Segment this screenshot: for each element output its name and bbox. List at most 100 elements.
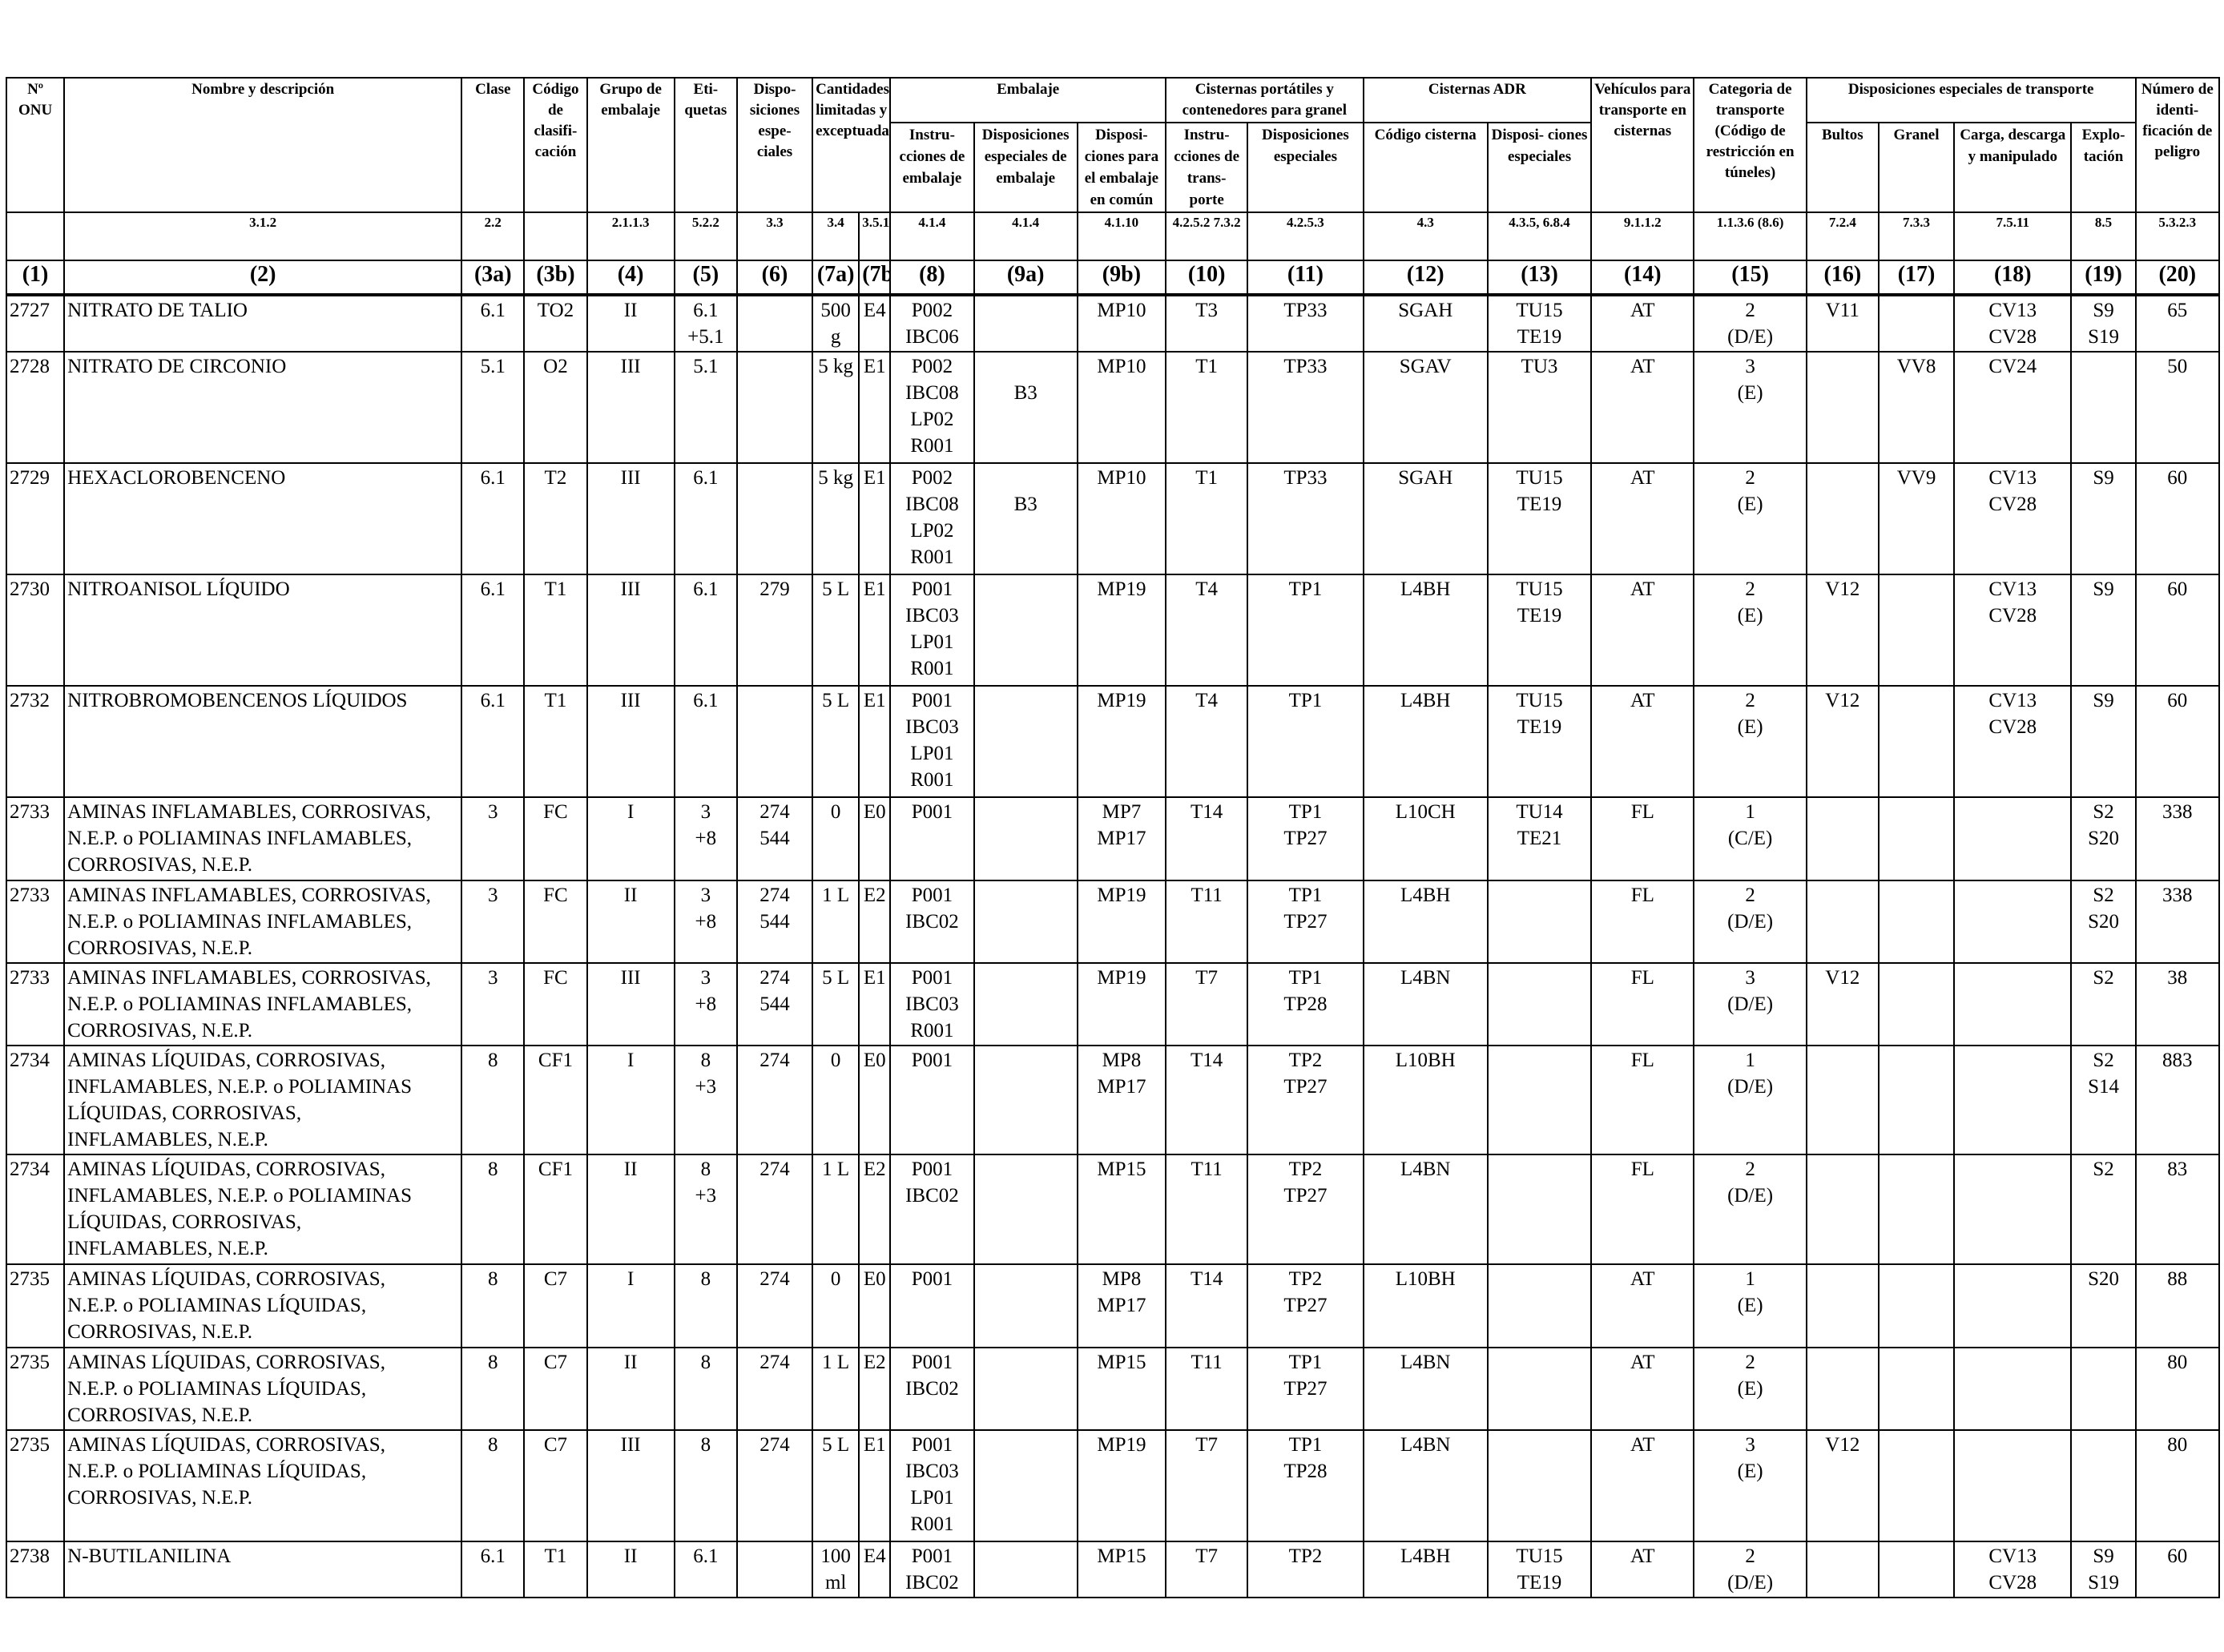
table-cell xyxy=(735,351,814,464)
table-cell: 279 xyxy=(735,574,814,687)
header-portable-tanks: Cisternas portátiles y contenedores para… xyxy=(1165,77,1364,123)
table-cell: 2 (D/E) xyxy=(1693,1154,1807,1265)
table-cell: C7 xyxy=(523,1347,588,1431)
table-row: 2733 AMINAS INFLAMABLES, CORROSIVAS, N.E.P… xyxy=(5,962,2221,1046)
table-cell: S2 S20 xyxy=(2070,796,2137,881)
column-number-cell: (2) xyxy=(63,260,463,296)
table-cell: 1 L xyxy=(812,1154,860,1265)
table-cell: 5 kg xyxy=(812,351,860,464)
substance-name-cell: AMINAS LÍQUIDAS, CORROSIVAS, INFLAMABLES,… xyxy=(63,1045,463,1155)
table-cell: SGAH xyxy=(1362,462,1489,575)
table-row: 2733 AMINAS INFLAMABLES, CORROSIVAS, N.E.P… xyxy=(5,880,2221,964)
table-cell xyxy=(973,1045,1078,1155)
table-cell xyxy=(1805,796,1880,881)
header-vehicles: Vehículos para transporte en cisternas xyxy=(1590,77,1695,213)
table-cell xyxy=(1486,880,1593,964)
table-cell: P001 xyxy=(889,1045,975,1155)
table-cell: CV13 CV28 xyxy=(1953,1541,2073,1598)
column-number-cell: (15) xyxy=(1693,260,1807,296)
table-cell: L10BH xyxy=(1362,1045,1489,1155)
table-cell xyxy=(1953,1429,2073,1542)
table-cell: TP1 TP28 xyxy=(1247,1429,1364,1542)
table-cell: E0 xyxy=(858,1263,892,1348)
substance-name-cell: AMINAS INFLAMABLES, CORROSIVAS, N.E.P. o … xyxy=(63,962,463,1046)
substance-name-cell: NITRATO DE TALIO xyxy=(63,294,463,353)
column-number-cell: (8) xyxy=(889,260,975,296)
table-cell: 8 xyxy=(461,1429,526,1542)
column-number-cell: (18) xyxy=(1953,260,2073,296)
un-number-cell: 2727 xyxy=(5,294,66,353)
table-cell: S9 xyxy=(2070,574,2137,687)
table-cell: TP1 TP28 xyxy=(1247,962,1364,1046)
substance-name-cell: NITROANISOL LÍQUIDO xyxy=(63,574,463,687)
header-adr-tanks: Cisternas ADR xyxy=(1362,77,1593,123)
table-cell: I xyxy=(586,796,675,881)
table-cell: VV9 xyxy=(1877,462,1956,575)
table-cell: 6.1 xyxy=(461,1541,526,1598)
table-cell: L10BH xyxy=(1362,1263,1489,1348)
table-cell xyxy=(973,1347,1078,1431)
un-number-cell: 2733 xyxy=(5,796,66,881)
table-cell xyxy=(1953,962,2073,1046)
table-cell: TP1 TP27 xyxy=(1247,880,1364,964)
section-ref-cell: 4.2.5.2 7.3.2 xyxy=(1165,212,1249,261)
table-cell: 50 xyxy=(2134,351,2221,464)
table-cell: TO2 xyxy=(523,294,588,353)
table-cell xyxy=(1877,1154,1956,1265)
table-cell: P001 xyxy=(889,796,975,881)
table-cell: 8 +3 xyxy=(673,1154,738,1265)
table-cell: TU3 xyxy=(1486,351,1593,464)
table-cell: T14 xyxy=(1165,1045,1249,1155)
header-class: Clase xyxy=(461,77,526,213)
un-number-cell: 2735 xyxy=(5,1429,66,1542)
table-cell: MP19 xyxy=(1076,1429,1167,1542)
table-cell xyxy=(1486,962,1593,1046)
table-row: 2732 NITROBROMOBENCENOS LÍQUIDOS 6.1 T1 III 6… xyxy=(5,685,2221,798)
table-cell xyxy=(1953,1263,2073,1348)
section-ref-cell: 1.1.3.6 (8.6) xyxy=(1693,212,1807,261)
table-row: 2738 N-BUTILANILINA 6.1 T1 II 6.1 100 ml E4 P001… xyxy=(5,1541,2221,1598)
un-number-cell: 2733 xyxy=(5,962,66,1046)
table-cell: VV8 xyxy=(1877,351,1956,464)
table-cell: 3 (E) xyxy=(1693,351,1807,464)
section-ref-cell: 3.1.2 xyxy=(63,212,463,261)
table-cell: 274 xyxy=(735,1347,814,1431)
section-ref-cell: 5.3.2.3 xyxy=(2134,212,2221,261)
table-cell: P001 IBC03 LP01 R001 xyxy=(889,685,975,798)
table-cell: 883 xyxy=(2134,1045,2221,1155)
table-cell: P002 IBC08 LP02 R001 xyxy=(889,462,975,575)
table-cell: L4BH xyxy=(1362,685,1489,798)
column-number-cell: (6) xyxy=(735,260,814,296)
table-cell xyxy=(735,685,814,798)
table-cell: E1 xyxy=(858,1429,892,1542)
table-cell: P002 IBC08 LP02 R001 xyxy=(889,351,975,464)
table-cell xyxy=(1877,880,1956,964)
table-cell: T4 xyxy=(1165,685,1249,798)
table-cell: 6.1 xyxy=(461,462,526,575)
table-cell: 5 kg xyxy=(812,462,860,575)
table-cell: 8 xyxy=(461,1263,526,1348)
table-cell xyxy=(1877,796,1956,881)
table-cell xyxy=(1877,685,1956,798)
table-cell: 83 xyxy=(2134,1154,2221,1265)
table-cell: 1 L xyxy=(812,880,860,964)
table-cell: FL xyxy=(1590,796,1695,881)
table-cell xyxy=(1805,1541,1880,1598)
table-cell: 3 +8 xyxy=(673,880,738,964)
table-cell: 2 (E) xyxy=(1693,1347,1807,1431)
table-cell: 1 (E) xyxy=(1693,1263,1807,1348)
table-cell: L4BN xyxy=(1362,1429,1489,1542)
table-cell: T7 xyxy=(1165,1429,1249,1542)
table-cell: II xyxy=(586,880,675,964)
header-bulk: Granel xyxy=(1877,122,1956,213)
header-special-provisions: Dispo- siciones espe- ciales xyxy=(735,77,814,213)
table-cell: 5.1 xyxy=(461,351,526,464)
table-cell: 38 xyxy=(2134,962,2221,1046)
un-number-cell: 2738 xyxy=(5,1541,66,1598)
table-cell: S2 xyxy=(2070,962,2137,1046)
table-cell: MP19 xyxy=(1076,574,1167,687)
header-packing-group: Grupo de embalaje xyxy=(586,77,675,213)
table-cell: CF1 xyxy=(523,1045,588,1155)
column-number-cell: (11) xyxy=(1247,260,1364,296)
column-number-cell: (9a) xyxy=(973,260,1078,296)
